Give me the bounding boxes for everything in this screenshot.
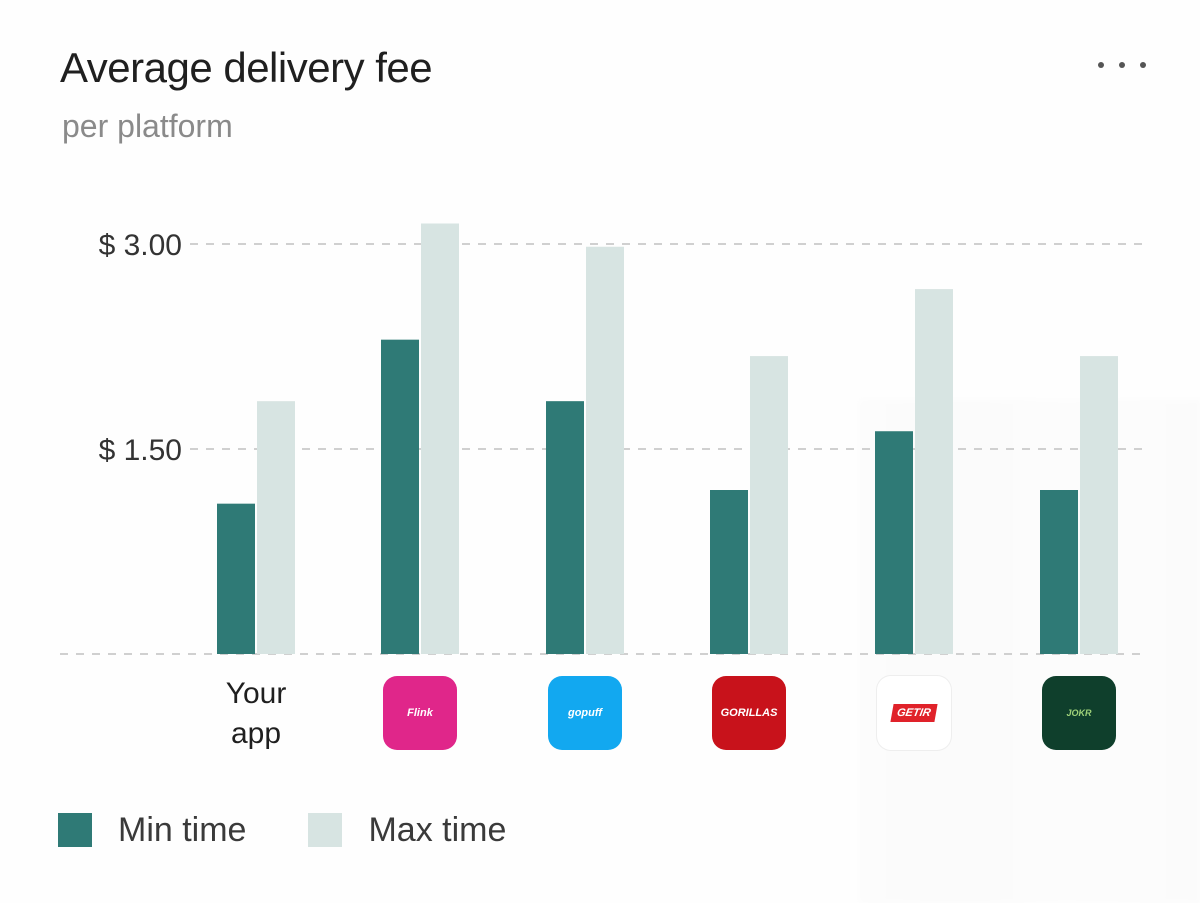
jokr-logo-icon: JOKR: [1042, 676, 1116, 750]
chart-title: Average delivery fee: [60, 44, 433, 91]
bar-max: [1080, 356, 1118, 654]
chart-subtitle: per platform: [62, 108, 233, 144]
legend-label-min: Min time: [118, 810, 247, 849]
legend-swatch-min: [58, 813, 92, 847]
bar-max: [421, 223, 459, 654]
legend-item-min[interactable]: Min time: [58, 811, 246, 850]
bar-max: [586, 246, 624, 654]
x-tick-label: Your app: [225, 677, 287, 750]
legend-label-max: Max time: [368, 810, 507, 849]
y-tick-label: $ 1.50: [99, 434, 182, 467]
getir-logo-icon: GETIR: [877, 676, 951, 750]
bar-min: [875, 431, 913, 654]
bar-min: [217, 503, 255, 654]
flink-logo-icon: Flink: [383, 676, 457, 750]
legend-swatch-max: [308, 813, 343, 847]
bar-min: [710, 490, 748, 654]
bar-max: [915, 289, 953, 654]
bar-max: [750, 356, 788, 654]
legend-item-max[interactable]: Max time: [308, 811, 506, 850]
legend: Min time Max time: [58, 808, 568, 852]
gorillas-logo-icon: GORILLAS: [712, 676, 786, 750]
more-options-icon[interactable]: [1098, 50, 1146, 80]
bar-min: [381, 339, 419, 654]
bar-min: [546, 401, 584, 654]
bar-min: [1040, 490, 1078, 654]
gopuff-logo-icon: gopuff: [548, 676, 622, 750]
bar-max: [257, 401, 295, 654]
y-tick-label: $ 3.00: [99, 229, 182, 262]
